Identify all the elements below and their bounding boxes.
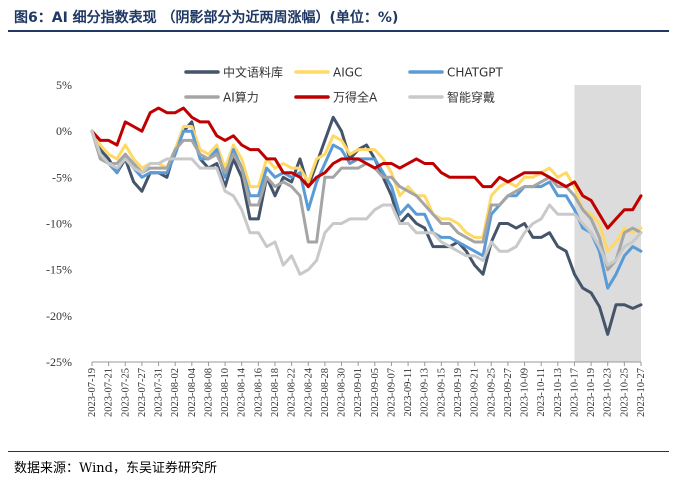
x-tick-label: 2023-07-25	[120, 368, 131, 417]
y-tick-label: -25%	[46, 355, 72, 369]
series-line-智能穿戴	[90, 129, 643, 276]
series-line-CHATGPT	[90, 129, 643, 290]
x-tick-label: 2023-09-13	[420, 368, 431, 417]
x-tick-label: 2023-10-11	[536, 368, 547, 417]
x-tick-label: 2023-10-13	[553, 368, 564, 417]
x-tick-label: 2023-08-04	[187, 367, 198, 417]
y-tick-label: -10%	[46, 217, 72, 231]
x-tick-label: 2023-07-31	[154, 368, 165, 417]
x-tick-label: 2023-09-15	[436, 368, 447, 417]
legend: 中文语料库 AIGC CHATGPT AI算力 万得全A 智能穿戴	[184, 65, 504, 105]
series-line-AIGC	[90, 125, 643, 253]
x-tick-label: 2023-09-25	[486, 368, 497, 417]
x-tick-label: 2023-08-30	[337, 368, 348, 417]
x-tick-label: 2023-09-01	[353, 368, 364, 417]
x-tick-label: 2023-07-21	[104, 368, 115, 417]
x-tick-label: 2023-07-19	[87, 368, 98, 417]
x-tick-label: 2023-10-17	[569, 368, 580, 417]
x-tick-label: 2023-10-19	[586, 368, 597, 417]
x-tick-label: 2023-09-07	[386, 368, 397, 417]
source-note: 数据来源：Wind，东吴证券研究所	[14, 461, 217, 476]
x-tick-label: 2023-08-08	[203, 368, 214, 417]
x-tick-label: 2023-09-11	[403, 368, 414, 417]
x-tick-label: 2023-08-22	[287, 368, 298, 417]
legend-label: AI算力	[223, 90, 259, 105]
x-tick-label: 2023-08-28	[320, 368, 331, 417]
x-tick-label: 2023-07-27	[137, 368, 148, 417]
x-tick-label: 2023-08-24	[303, 367, 314, 417]
y-tick-label: -15%	[46, 263, 72, 277]
legend-label: 万得全A	[333, 90, 378, 105]
chart-title: 图6：AI 细分指数表现 （阴影部分为近两周涨幅）(单位：%)	[14, 10, 399, 26]
x-tick-label: 2023-08-02	[170, 368, 181, 417]
series-line-万得全A	[90, 106, 643, 230]
y-tick-label: -5%	[52, 170, 72, 184]
x-tick-label: 2023-09-05	[370, 368, 381, 417]
legend-label: 智能穿戴	[447, 90, 495, 105]
x-tick-label: 2023-08-14	[237, 367, 248, 417]
x-tick-label: 2023-10-09	[520, 368, 531, 417]
x-tick-label: 2023-08-18	[270, 368, 281, 417]
title-rule	[8, 30, 669, 32]
shaded-region-layer	[574, 85, 641, 362]
x-tick-label: 2023-09-27	[503, 368, 514, 417]
x-tick-label: 2023-10-27	[636, 368, 647, 417]
shaded-region	[574, 85, 641, 362]
y-tick-label: -20%	[46, 309, 72, 323]
x-tick-label: 2023-09-19	[453, 368, 464, 417]
x-tick-label: 2023-10-25	[619, 368, 630, 417]
y-tick-label: 0%	[56, 124, 72, 138]
x-tick-label: 2023-10-23	[603, 368, 614, 417]
y-tick-label: 5%	[56, 78, 72, 92]
legend-label: AIGC	[333, 66, 362, 80]
axis-layer: 5% 0% -5% -10% -15% -20% -25% 2023-07-19 2023-07…	[46, 78, 647, 417]
x-tick-label: 2023-08-10	[220, 368, 231, 417]
series-layer	[90, 106, 643, 336]
source-rule	[8, 451, 669, 452]
legend-label: 中文语料库	[223, 65, 283, 80]
x-tick-label: 2023-09-21	[470, 368, 481, 417]
legend-label: CHATGPT	[447, 66, 504, 80]
series-line-AI算力	[90, 129, 643, 272]
x-tick-label: 2023-08-16	[253, 368, 264, 417]
